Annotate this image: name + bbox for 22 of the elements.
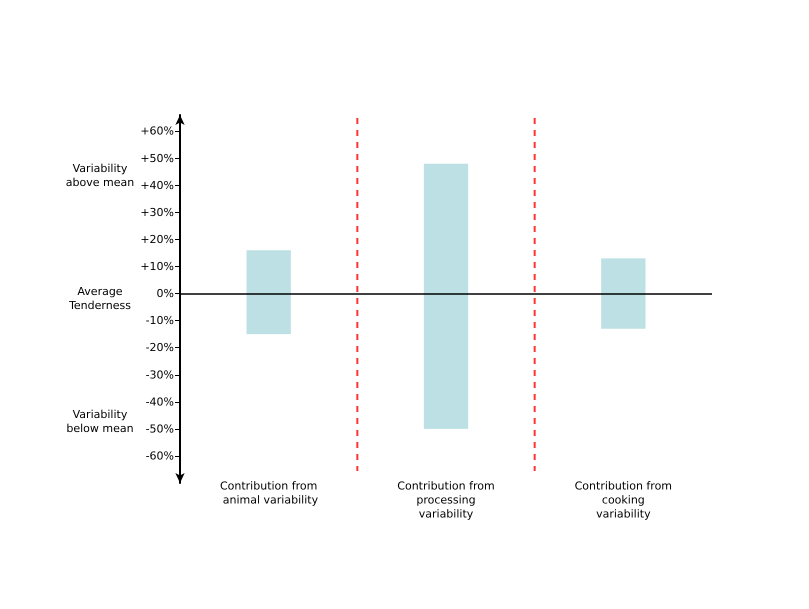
y-tick-label: -30% [146,368,174,382]
y-tick-label: -40% [146,395,174,408]
x-tick-label: Contribution from processing variability [397,480,495,520]
x-tick-label: Contribution from cooking variability [574,480,672,520]
y-tick-label: +20% [140,232,174,246]
text: Average Tenderness [68,285,132,313]
y-tick-label: +50% [140,152,174,165]
text: Variability above mean [64,162,136,190]
bar [601,258,646,329]
y-tick-label: -50% [146,422,174,436]
y-tick-label: +10% [140,260,174,274]
y-tick-label: -60% [146,449,174,462]
text: Variability below mean [65,408,135,436]
y-tick-label: -20% [146,341,174,354]
x-tick-label: Contribution from animal variability [219,480,319,506]
bar [246,250,291,334]
y-tick-label: -10% [146,314,174,328]
y-tick-label: +30% [140,206,174,219]
y-tick-label: +60% [140,124,174,138]
bar [424,164,468,429]
y-tick-label: 0% [156,287,174,300]
y-tick-label: +40% [140,178,174,192]
